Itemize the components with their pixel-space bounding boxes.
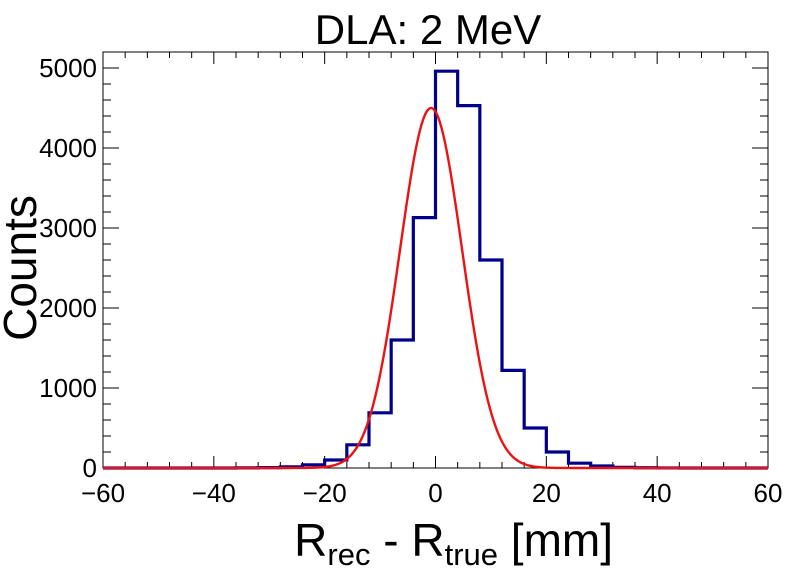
chart-title: DLA: 2 MeV bbox=[315, 6, 541, 53]
y-tick-labels: 0 1000 2000 3000 4000 5000 bbox=[39, 53, 97, 483]
x-tick-label: 0 bbox=[428, 478, 442, 508]
histogram-series bbox=[103, 69, 768, 470]
x-axis-title-sub-rec: rec bbox=[327, 537, 370, 569]
x-tick-label: −20 bbox=[303, 478, 347, 508]
x-tick-labels: −60 −40 −20 0 20 40 60 bbox=[81, 478, 783, 508]
tick-marks bbox=[102, 51, 769, 469]
y-tick-label: 0 bbox=[83, 453, 97, 483]
x-tick-label: 20 bbox=[532, 478, 561, 508]
x-axis-title-unit: [mm] bbox=[498, 514, 613, 566]
y-tick-label: 3000 bbox=[39, 213, 97, 243]
x-tick-label: 60 bbox=[754, 478, 783, 508]
gaussian-fit-curve bbox=[103, 106, 768, 470]
x-axis-title: Rrec - Rtrue [mm] bbox=[294, 514, 613, 569]
x-axis-title-r2: R bbox=[411, 514, 444, 566]
x-tick-label: −60 bbox=[81, 478, 125, 508]
y-tick-label: 5000 bbox=[39, 53, 97, 83]
x-tick-label: −40 bbox=[192, 478, 236, 508]
y-tick-label: 4000 bbox=[39, 133, 97, 163]
x-axis-title-r1: R bbox=[294, 514, 327, 566]
x-tick-label: 40 bbox=[643, 478, 672, 508]
x-axis-title-sub-true: true bbox=[445, 537, 498, 569]
y-tick-label: 2000 bbox=[39, 293, 97, 323]
y-axis-title: Counts bbox=[0, 195, 46, 341]
x-axis-title-separator: - bbox=[370, 514, 411, 566]
y-tick-label: 1000 bbox=[39, 373, 97, 403]
